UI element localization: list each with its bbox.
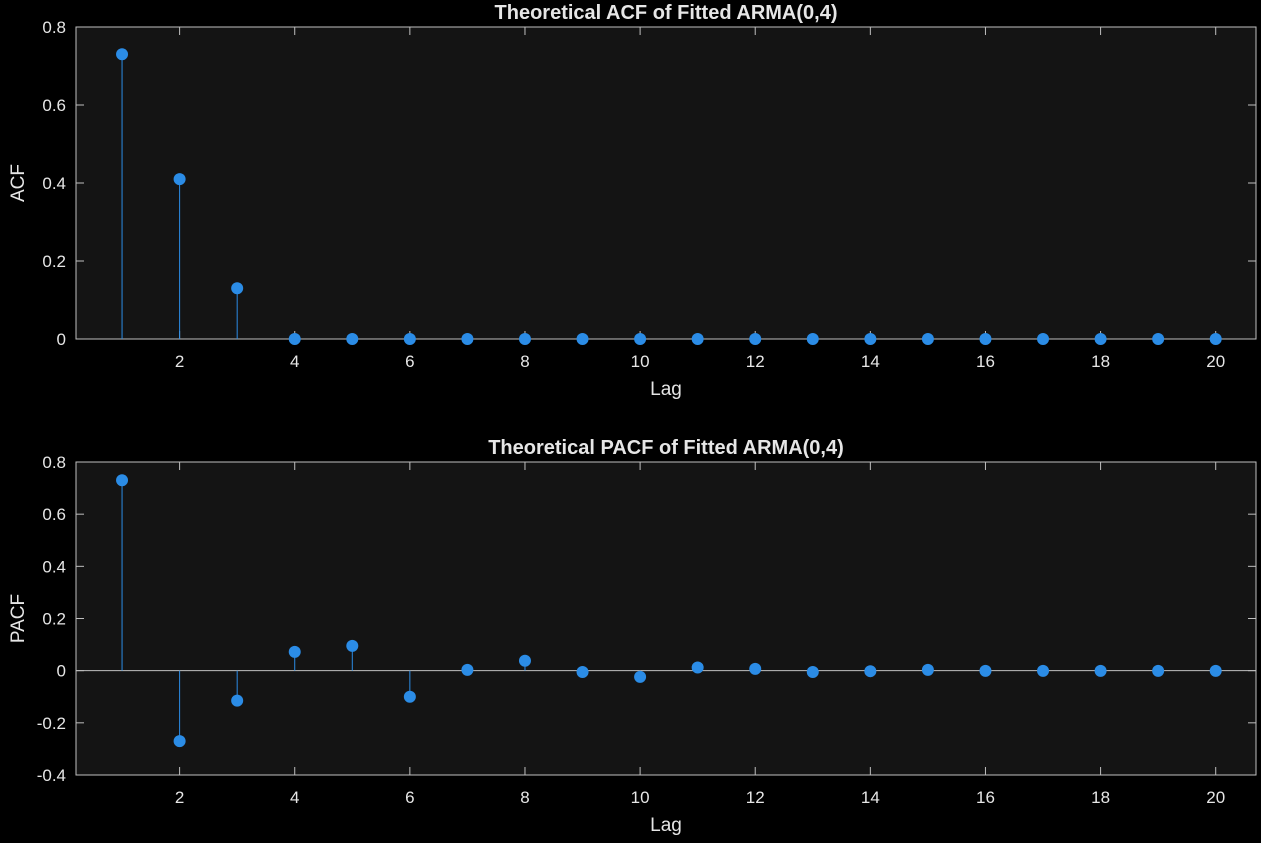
stem-marker-lag-12 (749, 333, 762, 345)
y-tick-label: 0.6 (42, 96, 66, 115)
stem-marker-lag-4 (288, 333, 301, 345)
x-axis-label: Lag (650, 379, 682, 400)
y-tick-label: 0 (57, 330, 66, 349)
x-tick-label: 8 (520, 352, 529, 371)
chart-title: Theoretical PACF of Fitted ARMA(0,4) (488, 437, 844, 459)
stem-marker-lag-17 (1037, 664, 1050, 677)
y-tick-label: -0.4 (37, 766, 66, 785)
stem-marker-lag-11 (691, 333, 704, 345)
axes-background (76, 462, 1256, 775)
y-tick-label: -0.2 (37, 714, 66, 733)
y-axis-label: ACF (8, 164, 29, 202)
stem-marker-lag-20 (1209, 664, 1222, 677)
x-tick-label: 20 (1206, 788, 1225, 807)
stem-marker-lag-12 (749, 662, 762, 675)
stem-marker-lag-15 (921, 663, 934, 676)
x-tick-label: 10 (631, 788, 650, 807)
stem-marker-lag-19 (1152, 664, 1165, 677)
stem-marker-lag-10 (634, 670, 647, 683)
stem-marker-lag-8 (518, 654, 531, 667)
y-tick-label: 0.8 (42, 453, 66, 472)
stem-marker-lag-4 (288, 645, 301, 658)
stem-marker-lag-1 (116, 48, 129, 61)
x-tick-label: 2 (175, 352, 184, 371)
x-tick-label: 6 (405, 788, 414, 807)
stem-marker-lag-2 (173, 173, 186, 186)
x-tick-label: 18 (1091, 788, 1110, 807)
y-tick-label: 0.2 (42, 610, 66, 629)
x-tick-label: 4 (290, 788, 299, 807)
stem-marker-lag-18 (1094, 664, 1107, 677)
stem-marker-lag-20 (1209, 333, 1222, 345)
y-axis-label: PACF (8, 594, 29, 643)
stem-marker-lag-2 (173, 735, 186, 748)
x-tick-label: 8 (520, 788, 529, 807)
stem-marker-lag-9 (576, 333, 589, 345)
stem-marker-lag-9 (576, 665, 589, 678)
stem-marker-lag-7 (461, 663, 474, 676)
chart-title: Theoretical ACF of Fitted ARMA(0,4) (495, 2, 838, 24)
y-tick-label: 0.4 (42, 557, 66, 576)
stem-marker-lag-5 (346, 639, 359, 652)
stem-marker-lag-13 (806, 333, 819, 345)
stem-marker-lag-13 (806, 665, 819, 678)
stem-marker-lag-16 (979, 664, 992, 677)
x-tick-label: 10 (631, 352, 650, 371)
stem-marker-lag-15 (921, 333, 934, 345)
y-tick-label: 0.4 (42, 174, 66, 193)
x-tick-label: 2 (175, 788, 184, 807)
stem-marker-lag-14 (864, 665, 877, 678)
stem-marker-lag-7 (461, 333, 474, 345)
x-tick-label: 14 (861, 352, 880, 371)
stem-marker-lag-14 (864, 333, 877, 345)
x-tick-label: 16 (976, 352, 995, 371)
stem-marker-lag-3 (231, 694, 244, 707)
y-tick-label: 0.2 (42, 252, 66, 271)
stem-marker-lag-6 (403, 690, 416, 703)
x-tick-label: 4 (290, 352, 299, 371)
x-tick-label: 18 (1091, 352, 1110, 371)
stem-marker-lag-6 (403, 333, 416, 345)
x-tick-label: 14 (861, 788, 880, 807)
subplot-2: 2 4 6 8 10 12 14 16 18 20 -0.4 -0.2 0 0.2 0.4 0.6 0.8 The… (8, 437, 1257, 836)
stem-marker-lag-10 (634, 333, 647, 345)
axes-background (76, 27, 1256, 339)
stem-marker-lag-1 (116, 474, 129, 487)
y-tick-label: 0 (57, 662, 66, 681)
stem-marker-lag-3 (231, 282, 244, 295)
subplot-1: 2 4 6 8 10 12 14 16 18 20 0 0.2 0.4 0.6 0.8 Theoretical… (8, 2, 1257, 400)
x-tick-label: 6 (405, 352, 414, 371)
stem-marker-lag-18 (1094, 333, 1107, 345)
stem-marker-lag-16 (979, 333, 992, 345)
x-tick-label: 16 (976, 788, 995, 807)
stem-marker-lag-11 (691, 661, 704, 674)
x-tick-label: 12 (746, 352, 765, 371)
stem-marker-lag-8 (518, 333, 531, 345)
x-tick-label: 20 (1206, 352, 1225, 371)
stem-marker-lag-5 (346, 333, 359, 345)
y-tick-label: 0.6 (42, 505, 66, 524)
y-tick-label: 0.8 (42, 18, 66, 37)
x-axis-label: Lag (650, 815, 682, 836)
stem-marker-lag-19 (1152, 333, 1165, 345)
x-tick-label: 12 (746, 788, 765, 807)
stem-marker-lag-17 (1037, 333, 1050, 345)
